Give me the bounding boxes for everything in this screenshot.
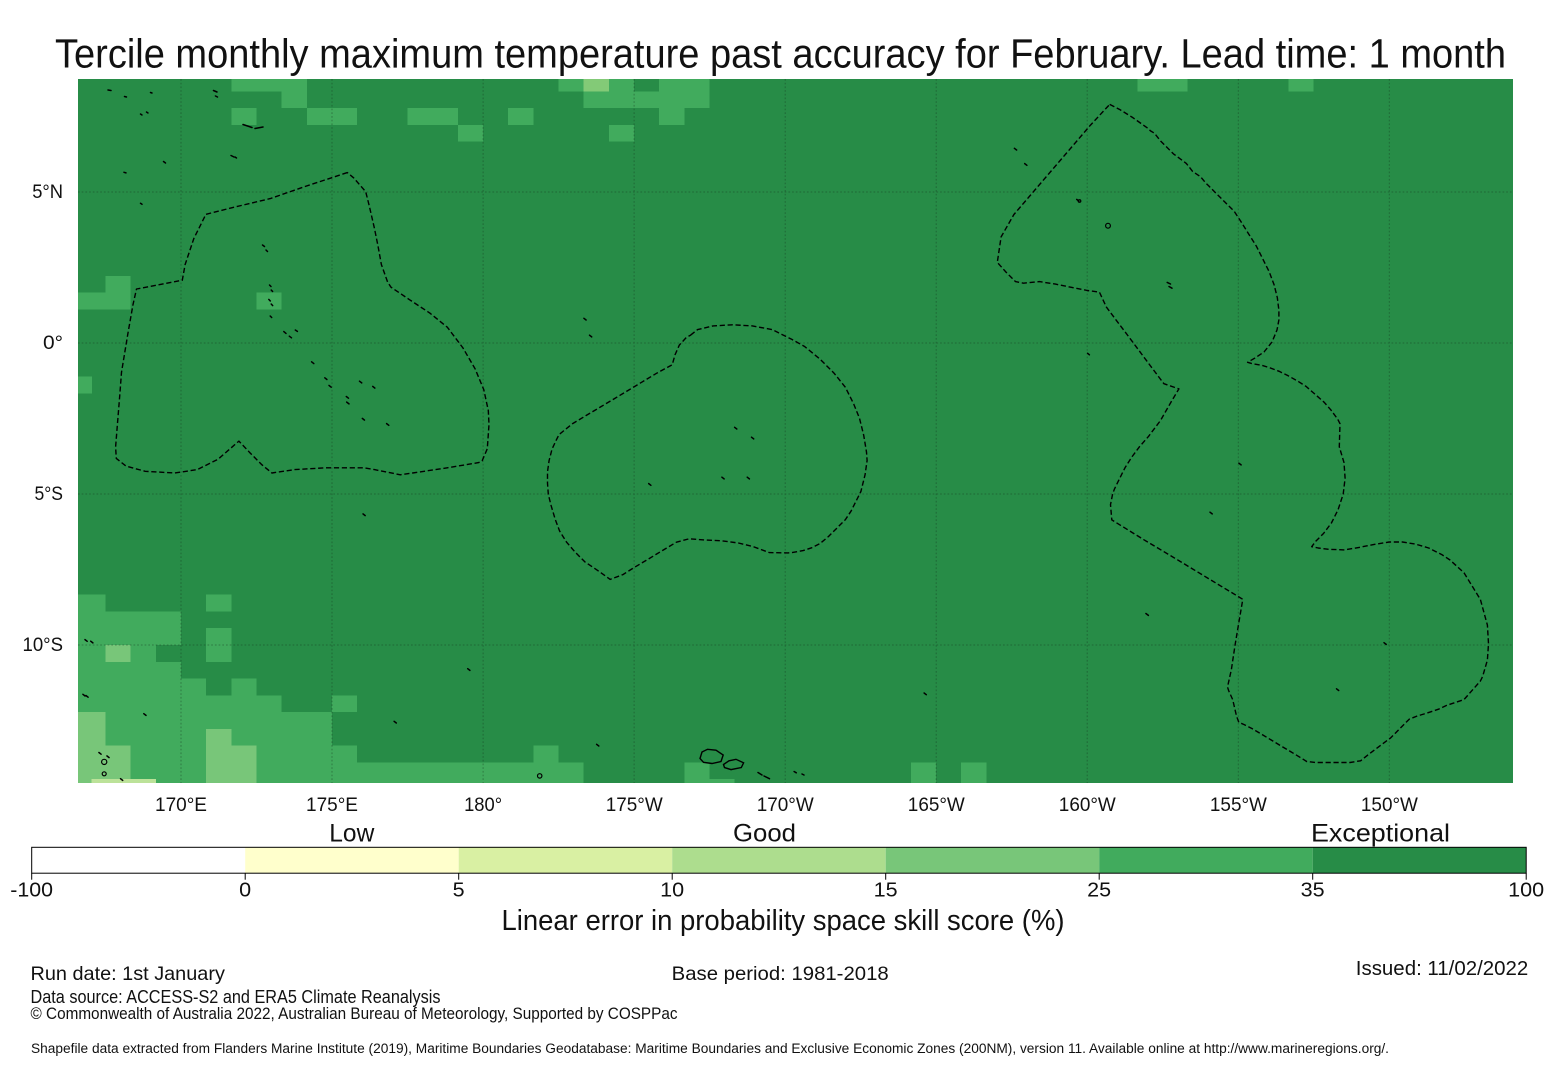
- svg-text:10°S: 10°S: [23, 635, 64, 656]
- svg-text:175°E: 175°E: [306, 795, 358, 816]
- svg-text:Shapefile data extracted from: Shapefile data extracted from Flanders M…: [31, 1041, 1389, 1056]
- svg-text:Issued: 11/02/2022: Issued: 11/02/2022: [1356, 958, 1529, 980]
- svg-text:10: 10: [660, 880, 684, 902]
- svg-text:© Commonwealth of Australia 20: © Commonwealth of Australia 2022, Austra…: [31, 1005, 678, 1023]
- svg-text:170°W: 170°W: [757, 795, 814, 816]
- svg-text:5: 5: [453, 880, 465, 902]
- svg-text:35: 35: [1301, 880, 1325, 902]
- svg-text:Run date: 1st January: Run date: 1st January: [31, 963, 226, 985]
- svg-text:100: 100: [1508, 880, 1544, 902]
- svg-text:0: 0: [239, 880, 251, 902]
- svg-text:25: 25: [1087, 880, 1111, 902]
- svg-text:Good: Good: [733, 820, 796, 848]
- svg-text:5°N: 5°N: [32, 182, 63, 203]
- svg-text:165°W: 165°W: [908, 795, 965, 816]
- svg-text:180°: 180°: [464, 795, 502, 816]
- svg-text:Data source: ACCESS-S2 and ERA: Data source: ACCESS-S2 and ERA5 Climate …: [31, 986, 441, 1007]
- svg-text:5°S: 5°S: [35, 484, 64, 505]
- svg-text:Linear error in probability sp: Linear error in probability space skill …: [502, 905, 1065, 937]
- svg-text:175°W: 175°W: [606, 795, 663, 816]
- svg-text:Low: Low: [329, 820, 375, 848]
- svg-text:Tercile monthly maximum temper: Tercile monthly maximum temperature past…: [55, 31, 1506, 77]
- svg-text:155°W: 155°W: [1210, 795, 1267, 816]
- svg-text:Base period: 1981-2018: Base period: 1981-2018: [672, 963, 889, 985]
- svg-text:0°: 0°: [43, 333, 63, 354]
- svg-text:150°W: 150°W: [1361, 795, 1418, 816]
- svg-text:-100: -100: [10, 880, 53, 902]
- svg-text:170°E: 170°E: [155, 795, 207, 816]
- svg-text:Exceptional: Exceptional: [1311, 820, 1450, 848]
- svg-text:160°W: 160°W: [1059, 795, 1116, 816]
- svg-text:15: 15: [874, 880, 898, 902]
